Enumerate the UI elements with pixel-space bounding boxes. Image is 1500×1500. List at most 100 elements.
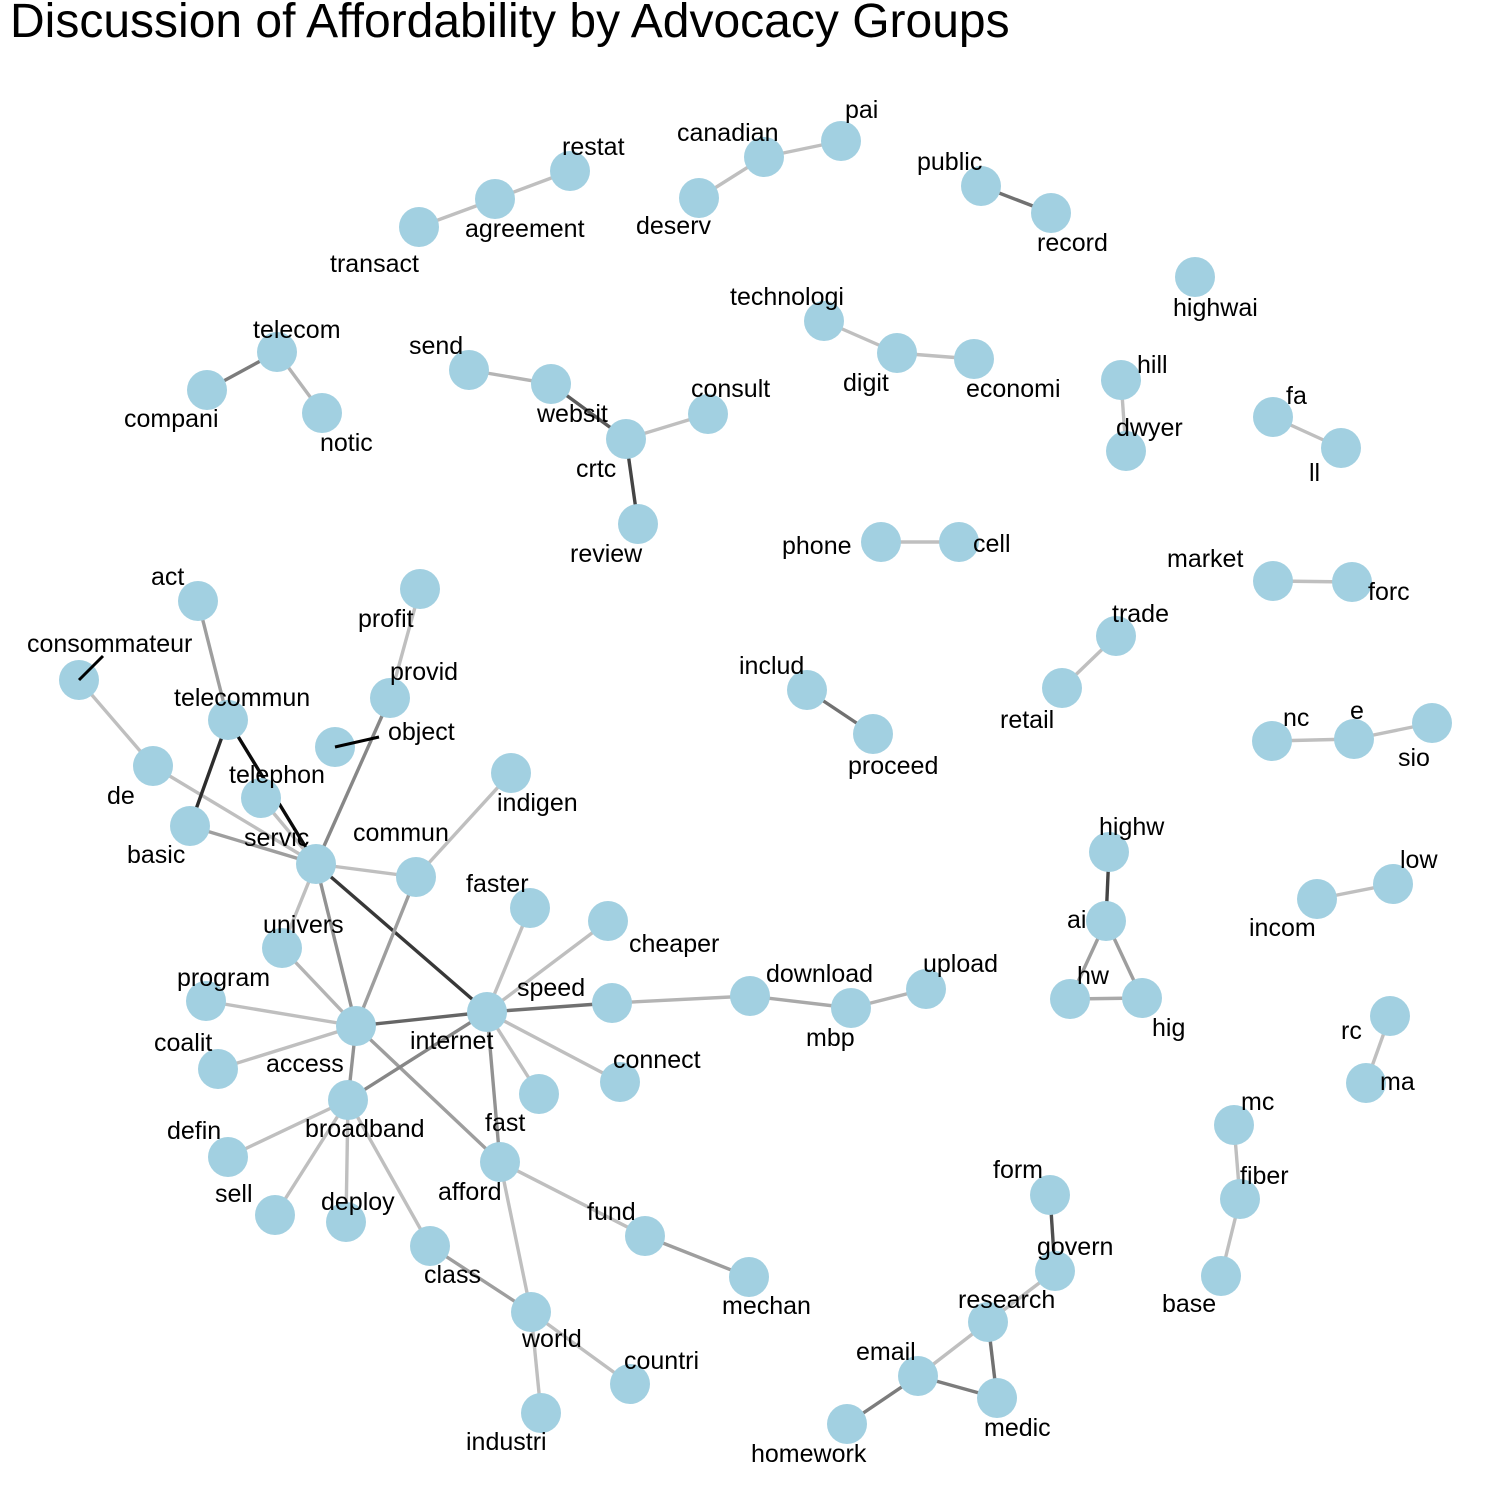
edge-afford-fund [499, 1160, 646, 1238]
node-label-download: download [766, 960, 873, 988]
node-label-send: send [409, 332, 463, 360]
node-ai [1086, 901, 1126, 941]
node-dwyer [1106, 431, 1146, 471]
node-label-fast: fast [485, 1109, 525, 1137]
node-label-phone: phone [782, 532, 852, 560]
node-download [730, 976, 770, 1016]
node-retail [1042, 668, 1082, 708]
node-cell [939, 522, 979, 562]
edge-commun-access [354, 876, 418, 1027]
node-nc [1252, 721, 1292, 761]
node-trade [1096, 616, 1136, 656]
edge-speed-download [611, 994, 751, 1005]
node-label-forc: forc [1368, 578, 1410, 606]
node-consult [688, 394, 728, 434]
node-label-public: public [917, 148, 982, 176]
node-label-economi: economi [966, 375, 1061, 403]
edge-cheaper-internet [485, 919, 610, 1014]
node-e [1334, 719, 1374, 759]
node-label-profit: profit [358, 605, 414, 633]
edge-broadband-sell [273, 1099, 350, 1216]
node-label-notic: notic [320, 429, 373, 457]
edge-broadband-class [346, 1099, 432, 1247]
node-form [1030, 1175, 1070, 1215]
node-label-object: object [388, 718, 455, 746]
node-label-provid: provid [390, 658, 458, 686]
node-label-crtc: crtc [576, 455, 616, 483]
node-label-faster: faster [466, 870, 529, 898]
node-fa [1253, 397, 1293, 437]
node-label-coalit: coalit [154, 1029, 212, 1057]
node-mechan [729, 1257, 769, 1297]
node-label-highwai: highwai [1173, 294, 1258, 322]
node-label-basic: basic [127, 841, 185, 869]
node-label-canadian: canadian [677, 119, 778, 147]
node-label-hw: hw [1077, 962, 1110, 990]
node-label-access: access [266, 1050, 344, 1078]
node-record [1031, 193, 1071, 233]
node-economi [954, 339, 994, 379]
node-label-market: market [1167, 545, 1243, 573]
node-label-internet: internet [410, 1027, 493, 1055]
node-mc [1214, 1105, 1254, 1145]
node-telephon [241, 778, 281, 818]
node-servic [296, 844, 336, 884]
node-label-defin: defin [167, 1117, 221, 1145]
node-label-mechan: mechan [722, 1292, 811, 1320]
node-label-trade: trade [1112, 600, 1169, 628]
node-label-govern: govern [1037, 1233, 1113, 1261]
node-label-rc: rc [1341, 1017, 1362, 1045]
node-sell [255, 1195, 295, 1235]
node-label-hill: hill [1137, 351, 1168, 379]
node-email [898, 1356, 938, 1396]
label-leader-consommateur [77, 654, 105, 682]
node-label-agreement: agreement [465, 215, 585, 243]
node-canadian [744, 137, 784, 177]
node-websit [531, 364, 571, 404]
node-label-commun: commun [353, 819, 449, 847]
node-agreement [475, 179, 515, 219]
edge-act-telecommun [196, 600, 230, 721]
node-label-sio: sio [1398, 744, 1430, 772]
node-label-consult: consult [691, 375, 770, 403]
node-label-cell: cell [973, 530, 1011, 558]
node-hig [1122, 978, 1162, 1018]
node-label-incom: incom [1249, 914, 1316, 942]
node-label-telecom: telecom [253, 316, 341, 344]
node-label-nc: nc [1283, 704, 1309, 732]
edge-afford-world [498, 1161, 533, 1313]
edge-internet-connect [486, 1010, 621, 1084]
node-label-countri: countri [624, 1347, 699, 1375]
node-label-speed: speed [517, 974, 585, 1002]
node-crtc [606, 419, 646, 459]
edge-internet-afford [485, 1011, 502, 1163]
node-mbp [831, 988, 871, 1028]
node-act [178, 581, 218, 621]
node-fund [625, 1216, 665, 1256]
node-ll [1321, 428, 1361, 468]
node-send [449, 350, 489, 390]
node-label-upload: upload [923, 950, 998, 978]
node-fast [519, 1074, 559, 1114]
node-label-e: e [1350, 697, 1364, 725]
edge-world-countri [530, 1310, 631, 1386]
edge-broadband-deploy [344, 1099, 350, 1223]
node-restat [550, 151, 590, 191]
node-de [133, 746, 173, 786]
node-label-ll: ll [1309, 459, 1320, 487]
node-label-deploy: deploy [321, 1188, 395, 1216]
node-industri [521, 1393, 561, 1433]
node-forc [1332, 562, 1372, 602]
edge-indigen-commun [414, 771, 513, 879]
node-basic [170, 806, 210, 846]
node-label-includ: includ [739, 652, 804, 680]
node-label-form: form [993, 1156, 1043, 1184]
node-label-cheaper: cheaper [629, 930, 719, 958]
node-faster [510, 888, 550, 928]
node-review [618, 504, 658, 544]
node-label-world: world [521, 1325, 582, 1353]
node-coalit [198, 1049, 238, 1089]
node-label-afford: afford [438, 1178, 501, 1206]
node-label-de: de [107, 782, 135, 810]
node-broadband [328, 1080, 368, 1120]
